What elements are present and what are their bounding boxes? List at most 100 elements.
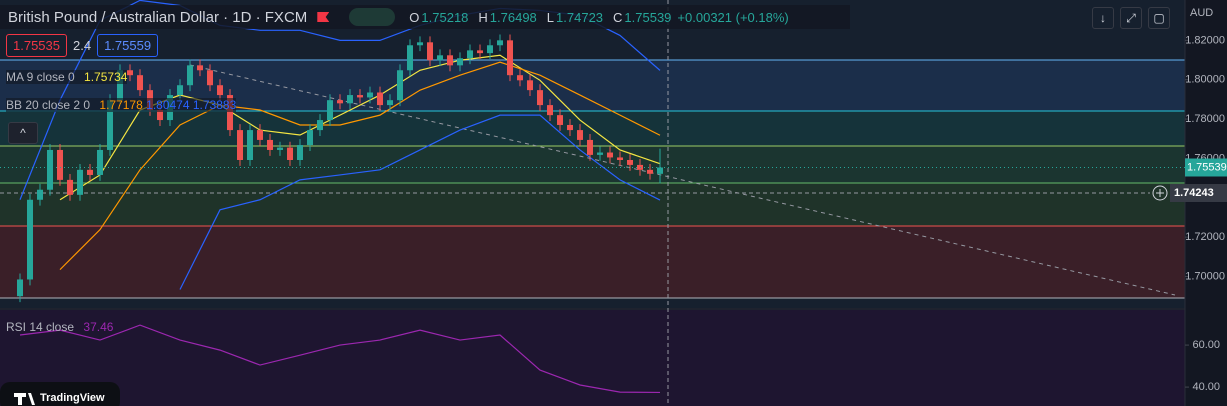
candle-body [577, 130, 583, 140]
candle-body [457, 58, 463, 66]
fullscreen-button[interactable]: ⤢ [1120, 7, 1142, 29]
candle-body [307, 130, 313, 146]
candle-body [257, 130, 263, 140]
candle-body [567, 124, 573, 131]
candle-body [347, 95, 353, 104]
plus-icon [1156, 189, 1164, 197]
candle-body [487, 45, 493, 54]
status-pill[interactable] [349, 8, 396, 26]
candle-body [597, 152, 603, 155]
bb-label: BB 20 close 2 0 [6, 98, 91, 112]
candle-body [587, 139, 593, 155]
bb-legend: BB 20 close 2 0 1.77178 1.80474 1.73883 [6, 98, 237, 112]
window-button[interactable]: ▢ [1148, 7, 1170, 29]
fib-zone [0, 226, 1185, 298]
candle-body [177, 85, 183, 96]
candle-body [237, 130, 243, 161]
candle-body [247, 130, 253, 161]
candle-body [407, 45, 413, 71]
candle-body [47, 149, 53, 190]
ohlc-value: 1.75218 [421, 9, 469, 25]
scroll-button[interactable]: ↓ [1092, 7, 1114, 29]
rsi-tick-label: 40.00 [1192, 381, 1220, 393]
candle-body [277, 147, 283, 150]
candle-body [97, 149, 103, 175]
candle-body [377, 92, 383, 106]
candle-body [197, 65, 203, 71]
rsi-line [19, 324, 661, 394]
last-price-badge [1185, 158, 1227, 177]
candle-body [627, 160, 633, 165]
toolbar: ↓ ⤢ ▢ [1092, 7, 1170, 29]
candle-body [287, 147, 293, 161]
rsi-tick-label: 60.00 [1192, 339, 1220, 351]
rsi-value: 37.46 [83, 320, 114, 334]
candle-body [507, 40, 513, 76]
candle-body [547, 105, 553, 116]
last-price: 1.75539 [1187, 161, 1227, 173]
rsi-pane [0, 310, 1185, 406]
candle-body [387, 100, 393, 106]
header: British Pound / Australian Dollar · 1D ·… [0, 5, 850, 29]
rsi-label: RSI 14 close [6, 320, 75, 334]
candle-body [127, 70, 133, 76]
crosshair-badge [1170, 184, 1227, 203]
candle-body [17, 279, 23, 297]
spread: 2.4 [73, 38, 92, 53]
candle-body [497, 40, 503, 46]
candle-body [57, 149, 63, 180]
candle-body [327, 100, 333, 121]
candle-body [77, 169, 83, 195]
symbol-title: British Pound / Australian Dollar · 1D ·… [8, 8, 308, 26]
candle-body [557, 115, 563, 125]
trade-panel: 1.75535 2.4 1.75559 [6, 34, 159, 57]
candle-body [607, 152, 613, 158]
change: +0.00321 (+0.18%) [677, 9, 789, 25]
candle-body [467, 50, 473, 59]
brand: TradingView [40, 392, 105, 404]
candle-body [477, 50, 483, 54]
ohlc-key: O [409, 9, 420, 25]
trend-line [189, 64, 1176, 296]
candle-body [117, 70, 123, 101]
indicator-line [179, 114, 661, 290]
add-button[interactable] [1152, 185, 1168, 201]
currency-label: AUD [1190, 7, 1213, 19]
candle-body [67, 179, 73, 195]
candle-body [27, 199, 33, 280]
buy-button[interactable]: 1.75559 [97, 34, 159, 57]
ma-legend: MA 9 close 0 1.75734 [6, 70, 128, 84]
candle-body [517, 75, 523, 81]
logo-box [0, 382, 120, 406]
candle-body [107, 100, 113, 150]
candle-body [187, 65, 193, 86]
candle-body [617, 157, 623, 161]
candle-body [137, 75, 143, 91]
candle-body [337, 100, 343, 104]
bb-basis-value: 1.77178 [99, 98, 143, 112]
ohlc-key: H [478, 9, 488, 25]
bb-upper-value: 1.80474 [146, 98, 190, 112]
y-tick-label: 1.82000 [1185, 34, 1225, 46]
candle-body [87, 169, 93, 175]
candle-body [157, 110, 163, 121]
candle-body [447, 55, 453, 66]
sell-button[interactable]: 1.75535 [6, 34, 67, 57]
candle-body [357, 95, 363, 98]
candle-body [527, 80, 533, 91]
candle-body [207, 70, 213, 86]
candle-body [367, 92, 373, 98]
ohlc-value: 1.75539 [624, 9, 672, 25]
logo-icon [14, 393, 35, 405]
y-tick-label: 1.70000 [1185, 270, 1225, 282]
candle-body [217, 85, 223, 96]
ohlc-key: L [546, 9, 555, 25]
collapse-button[interactable]: ^ [8, 122, 38, 144]
flag-icon[interactable] [317, 12, 330, 22]
candle-body [417, 42, 423, 46]
fib-zone [0, 183, 1185, 226]
candle-body [397, 70, 403, 101]
rsi-legend: RSI 14 close 37.46 [6, 320, 113, 334]
